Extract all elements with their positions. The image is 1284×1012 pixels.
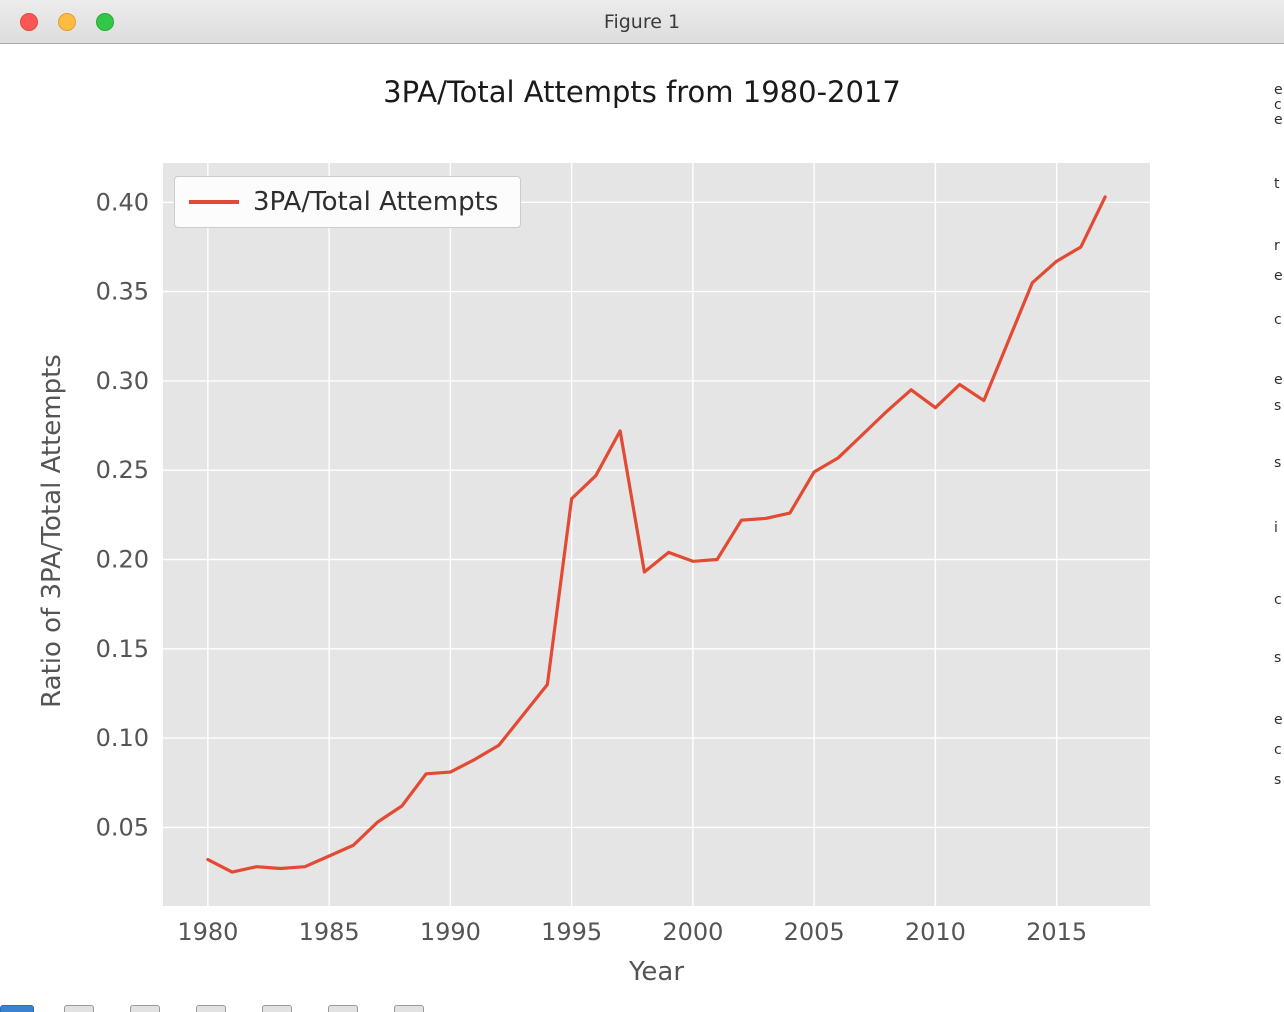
plot-area xyxy=(163,163,1150,906)
y-tick-label: 0.10 xyxy=(96,724,149,752)
figure-canvas: 1980 1985 1990 1995 2000 2005 2010 2015 0.05 0.10… xyxy=(0,45,1284,1012)
y-tick-label: 0.25 xyxy=(96,456,149,484)
toolbar-button-fragment[interactable] xyxy=(196,1005,226,1012)
y-tick-label: 0.35 xyxy=(96,278,149,306)
y-tick-label: 0.30 xyxy=(96,367,149,395)
x-tick-label: 1985 xyxy=(299,918,360,946)
chart-legend: 3PA/Total Attempts xyxy=(174,176,522,228)
toolbar-button-fragment[interactable] xyxy=(0,1005,34,1012)
minimize-button[interactable] xyxy=(58,13,76,31)
x-tick-label: 2000 xyxy=(662,918,723,946)
toolbar-button-fragment[interactable] xyxy=(130,1005,160,1012)
x-tick-label: 2010 xyxy=(905,918,966,946)
toolbar-button-fragment[interactable] xyxy=(328,1005,358,1012)
x-tick-label: 2005 xyxy=(784,918,845,946)
y-tick-label: 0.05 xyxy=(96,813,149,841)
chart-svg: 1980 1985 1990 1995 2000 2005 2010 2015 0.05 0.10… xyxy=(96,163,1150,946)
y-axis-label: Ratio of 3PA/Total Attempts xyxy=(37,354,67,708)
x-tick-label: 1980 xyxy=(177,918,238,946)
window-titlebar[interactable]: Figure 1 xyxy=(0,0,1284,44)
toolbar-button-fragment[interactable] xyxy=(394,1005,424,1012)
window-title: Figure 1 xyxy=(603,11,681,33)
x-tick-label: 2015 xyxy=(1026,918,1087,946)
legend-entry-label: 3PA/Total Attempts xyxy=(253,187,499,217)
toolbar-fragment xyxy=(0,1005,1284,1012)
zoom-button[interactable] xyxy=(96,13,114,31)
x-tick-label: 1990 xyxy=(420,918,481,946)
y-tick-label: 0.20 xyxy=(96,546,149,574)
toolbar-button-fragment[interactable] xyxy=(262,1005,292,1012)
x-axis-label: Year xyxy=(628,957,685,987)
x-tick-label: 1995 xyxy=(541,918,602,946)
toolbar-button-fragment[interactable] xyxy=(64,1005,94,1012)
y-tick-label: 0.15 xyxy=(96,635,149,663)
series-line xyxy=(206,195,1107,874)
legend-line-sample-icon xyxy=(189,200,239,204)
close-button[interactable] xyxy=(20,13,38,31)
chart-title: 3PA/Total Attempts from 1980-2017 xyxy=(383,75,901,109)
y-tick-label: 0.40 xyxy=(96,188,149,216)
